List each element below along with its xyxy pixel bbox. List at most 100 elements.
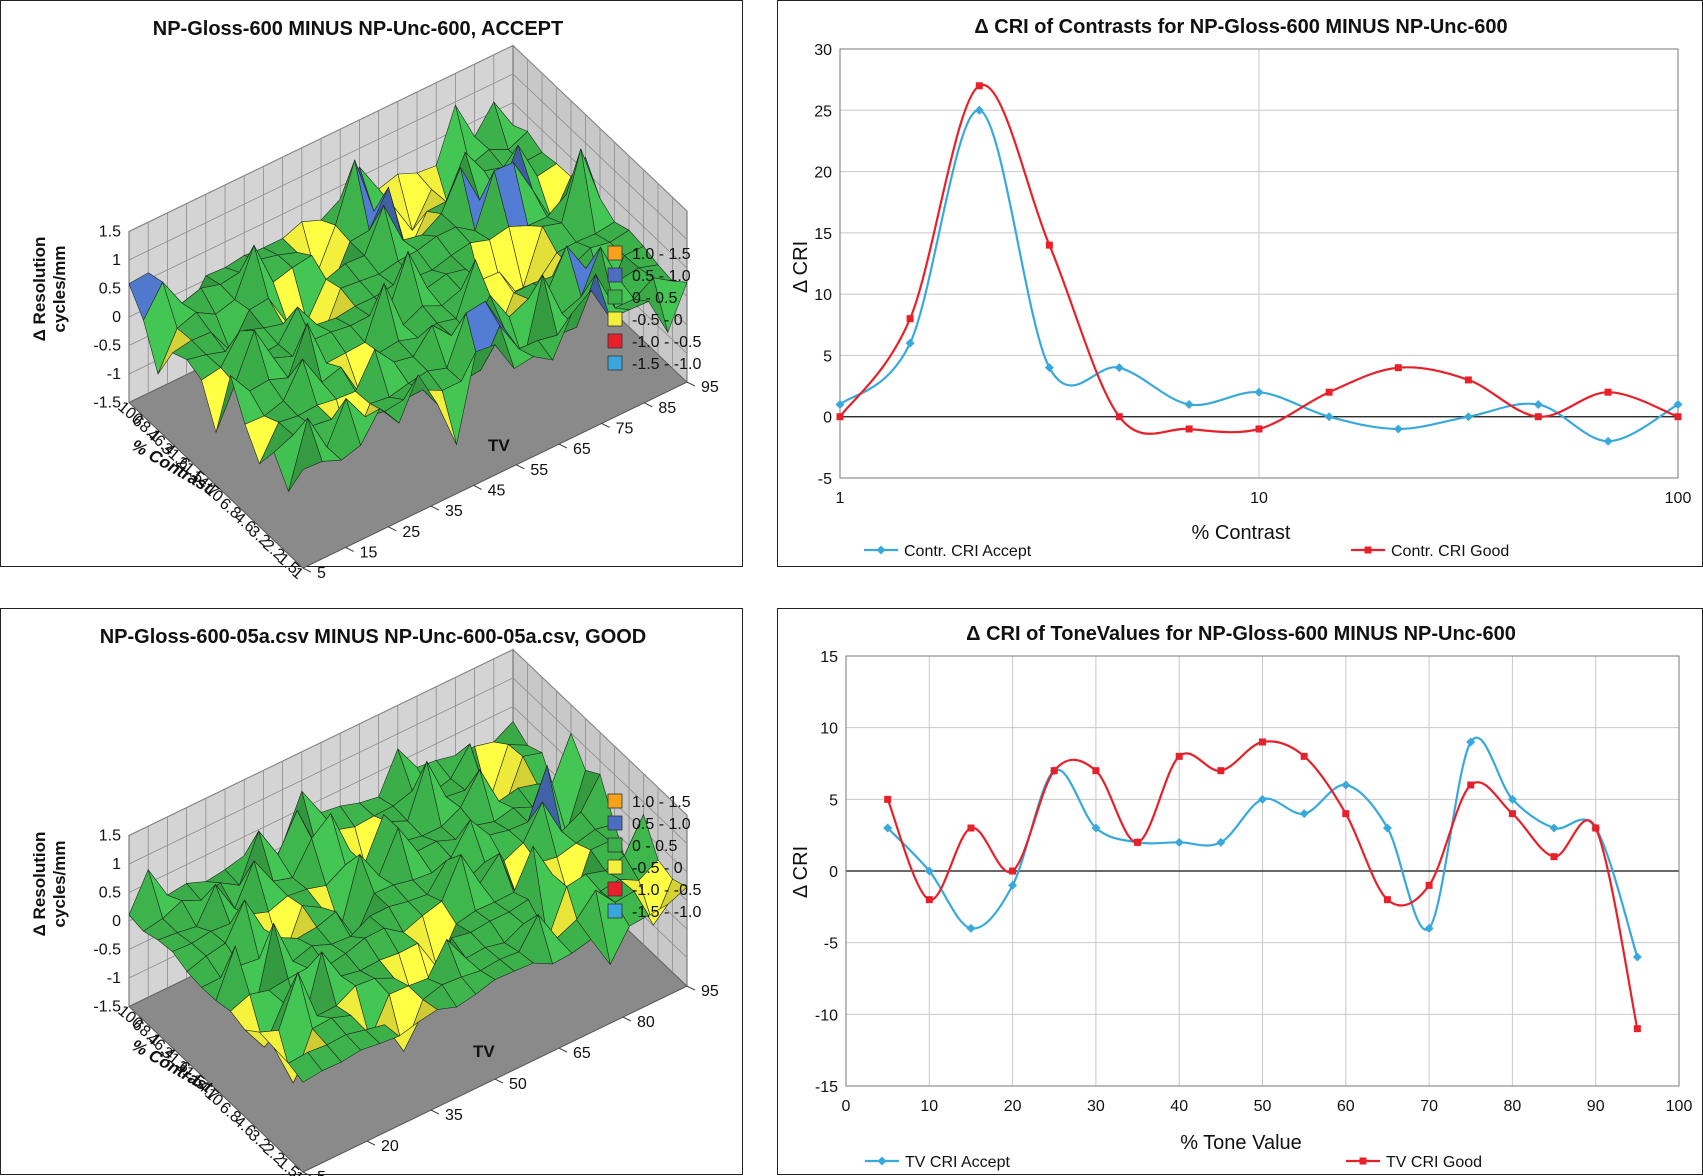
y-tick-label: 30 [814,42,832,59]
data-point [1299,809,1309,819]
legend-label: TV CRI Good [1386,1154,1482,1171]
data-point [1091,823,1101,833]
tv-tick-label: 75 [616,420,634,437]
z-axis-label: Δ Resolution [30,832,49,937]
tv-tick-mark [644,402,653,408]
wall-grid-line [128,73,688,261]
data-point [1464,376,1472,384]
data-point [1008,880,1018,890]
z-axis-label: Δ Resolution [30,237,49,342]
data-point [905,338,915,348]
z-tick-label: 0.5 [99,885,121,902]
legend-label: -0.5 - 0 [632,312,683,329]
z-axis-label: cycles/mm [50,841,69,928]
z-axis-label: cycles/mm [50,246,69,333]
tv-tick-mark [430,505,440,511]
x-tick-label: 40 [1170,1098,1188,1115]
x-tick-label: 60 [1337,1098,1355,1115]
data-point [1184,399,1194,409]
z-tick-label: -1.5 [93,395,121,412]
z-tick-label: 1.5 [99,224,121,241]
z-tick-label: -1 [107,970,121,987]
legend-label: 0.5 - 1.0 [632,268,691,285]
data-point [1674,413,1682,421]
legend-label: TV CRI Accept [905,1154,1010,1171]
data-point [1216,837,1226,847]
data-point [1466,737,1476,747]
y-tick-label: 0 [823,410,832,427]
tv-tick-mark [430,1109,440,1115]
y-tick-label: -5 [824,936,838,953]
x-tick-label: 1 [836,490,845,507]
y-tick-label: 25 [814,103,832,120]
tv-tick-mark [473,484,482,490]
data-point [1633,1025,1641,1033]
tv-tick-label: 80 [637,1014,655,1031]
tv-tick-label: 65 [573,1045,591,1062]
wall-grid-line [128,706,688,893]
wall-grid-line [128,45,688,232]
chart-title: Δ CRI of Contrasts for NP-Gloss-600 MINU… [974,16,1507,38]
legend-marker [1359,1157,1367,1165]
data-point [836,413,844,421]
y-tick-label: 15 [814,226,832,243]
legend-swatch [607,311,623,327]
z-tick-label: -0.5 [93,942,121,959]
chart-title: Δ CRI of ToneValues for NP-Gloss-600 MIN… [966,623,1516,645]
x-tick-label: 100 [1665,490,1692,507]
line-chart-contrasts: Δ CRI of Contrasts for NP-Gloss-600 MINU… [790,16,1692,560]
y-tick-label: 5 [823,348,832,365]
tv-tick-label: 65 [573,441,591,458]
y-axis-label: Δ CRI [790,846,812,898]
tv-tick-label: 95 [701,983,719,1000]
tv-tick-mark [686,381,696,387]
legend-label: 0 - 0.5 [632,838,677,855]
tv-tick-label: 35 [445,503,463,520]
data-point [1550,853,1558,861]
legend-marker [877,1156,887,1166]
data-point [1603,436,1613,446]
x-axis-label: % Tone Value [1180,1132,1302,1154]
tv-tick-mark [302,567,312,573]
legend-swatch [607,333,623,349]
data-point [1259,738,1266,746]
data-point [1175,752,1183,760]
x-tick-label: 80 [1504,1098,1522,1115]
data-point [1254,387,1264,397]
contrast-tick-label: 1 [288,1168,306,1176]
data-point [1217,767,1225,775]
data-point [1300,752,1308,760]
y-tick-label: -10 [815,1007,838,1024]
legend-label: Contr. CRI Accept [904,543,1032,560]
plot-area [839,48,1679,479]
z-tick-label: 0 [112,913,121,930]
x-tick-label: 20 [1004,1098,1022,1115]
data-point [924,866,934,876]
x-tick-label: 10 [1250,490,1268,507]
data-point [1533,399,1543,409]
legend-swatch [607,245,623,261]
data-point [1463,412,1473,422]
legend-label: 1.0 - 1.5 [632,246,691,263]
plot-area [845,655,1680,1087]
legend-marker [1364,546,1372,554]
tv-tick-label: 15 [360,544,378,561]
surface-plot-good: NP-Gloss-600-05a.csv MINUS NP-Unc-600-05… [30,626,719,1176]
legend-label: 0.5 - 1.0 [632,816,691,833]
surface-cell [288,417,323,492]
legend-swatch [607,267,623,283]
data-point [1382,823,1392,833]
surface-cell [288,1052,323,1083]
data-point [1592,824,1600,832]
x-axis-label: % Contrast [1192,522,1291,544]
tv-axis-label: TV [488,436,510,455]
data-point [1324,412,1334,422]
tv-tick-label: 55 [530,462,548,479]
legend-swatch [607,903,623,919]
legend-swatch [607,355,623,371]
data-point [1507,794,1517,804]
chart-panel-contrasts: Δ CRI of Contrasts for NP-Gloss-600 MINU… [777,0,1703,567]
z-tick-label: 1.5 [99,828,121,845]
y-tick-label: 15 [820,649,838,666]
chart-panel-tonevalues: Δ CRI of ToneValues for NP-Gloss-600 MIN… [777,608,1703,1175]
